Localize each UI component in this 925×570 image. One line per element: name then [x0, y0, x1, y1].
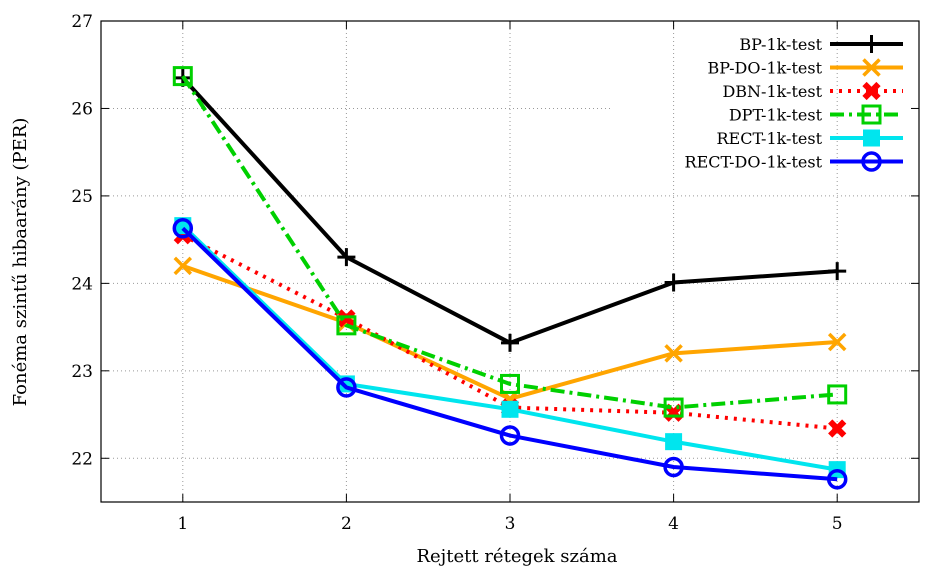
legend-marker	[863, 129, 880, 147]
data-point	[663, 397, 684, 418]
series-line	[181, 226, 838, 482]
plot-frame	[100, 20, 920, 503]
data-point	[501, 333, 519, 352]
marker-shape	[861, 104, 882, 125]
legend-item: DPT-1k-test	[729, 104, 903, 125]
marker-stroke	[337, 309, 356, 328]
data-point	[172, 66, 193, 87]
marker-shape	[172, 218, 194, 239]
legend-marker	[862, 35, 881, 53]
legend-marker	[861, 104, 882, 125]
data-point	[172, 218, 194, 239]
marker-shape	[499, 425, 521, 446]
x-tick-label: 5	[832, 514, 843, 534]
data-point	[828, 262, 847, 281]
y-tick-label: 22	[71, 449, 93, 469]
data-point	[337, 248, 356, 267]
x-tick-label: 4	[668, 514, 679, 534]
y-tick-label: 26	[71, 99, 93, 119]
marker-stroke	[827, 332, 847, 352]
legend-item: BP-1k-test	[739, 35, 903, 54]
data-point	[826, 469, 848, 490]
marker-shape	[863, 129, 880, 147]
marker-stroke	[862, 58, 881, 77]
legend-label: RECT-DO-1k-test	[685, 153, 823, 172]
data-point	[827, 332, 847, 352]
legend: BP-1k-test BP-DO-1k-test DBN-1k-test DPT-1k…	[685, 35, 903, 172]
legend-item: DBN-1k-test	[722, 81, 903, 101]
x-tick-label: 1	[177, 514, 188, 534]
marker-stroke	[173, 256, 193, 276]
legend-label: RECT-1k-test	[716, 129, 822, 148]
data-point	[828, 419, 847, 438]
grid-lines	[101, 21, 919, 502]
series-line	[181, 74, 838, 410]
data-point	[336, 377, 357, 398]
data-point	[663, 456, 684, 478]
legend-item: RECT-DO-1k-test	[685, 151, 903, 172]
x-tick-label: 3	[505, 514, 516, 534]
data-point	[173, 256, 193, 276]
marker-shape	[663, 397, 684, 418]
legend-label: DPT-1k-test	[729, 106, 823, 125]
axes	[100, 20, 920, 503]
legend-label: BP-DO-1k-test	[707, 59, 822, 78]
y-tick-label: 27	[71, 12, 93, 32]
x-tick-label: 2	[341, 514, 352, 534]
series-BP-1k-test	[173, 68, 847, 352]
marker-shape	[336, 377, 357, 398]
y-tick-label: 23	[71, 362, 93, 382]
marker-stroke	[862, 81, 881, 101]
data-point	[501, 400, 519, 418]
legend-marker	[862, 81, 881, 101]
marker-shape	[827, 384, 848, 405]
data-point	[665, 433, 683, 451]
data-point	[664, 344, 683, 363]
marker-shape	[336, 315, 357, 336]
legend-item: RECT-1k-test	[716, 129, 903, 148]
marker-shape	[861, 151, 882, 172]
legend-marker	[861, 151, 882, 172]
legend-label: BP-1k-test	[739, 35, 822, 54]
data-point	[664, 273, 683, 292]
marker-shape	[663, 456, 684, 478]
data-point	[827, 384, 848, 405]
y-tick-label: 24	[71, 274, 93, 294]
marker-shape	[500, 373, 520, 394]
data-point	[500, 373, 520, 394]
marker-shape	[826, 469, 848, 490]
data-point	[499, 425, 521, 446]
y-tick-label: 25	[71, 187, 93, 207]
marker-shape	[665, 433, 683, 451]
marker-shape	[501, 400, 519, 418]
data-point	[336, 315, 357, 336]
series-DPT-1k-test	[172, 66, 848, 418]
legend-label: DBN-1k-test	[722, 82, 822, 101]
marker-stroke	[828, 419, 847, 438]
y-axis-title: Fonéma szintű hibaarány (PER)	[10, 118, 31, 407]
marker-shape	[172, 66, 193, 87]
legend-marker	[862, 58, 881, 77]
data-point	[337, 309, 356, 328]
marker-stroke	[664, 344, 683, 363]
series-lines	[172, 66, 848, 490]
x-axis-title: Rejtett rétegek száma	[416, 546, 617, 567]
legend-item: BP-DO-1k-test	[707, 58, 903, 78]
series-RECT-DO-1k-test	[172, 218, 848, 490]
